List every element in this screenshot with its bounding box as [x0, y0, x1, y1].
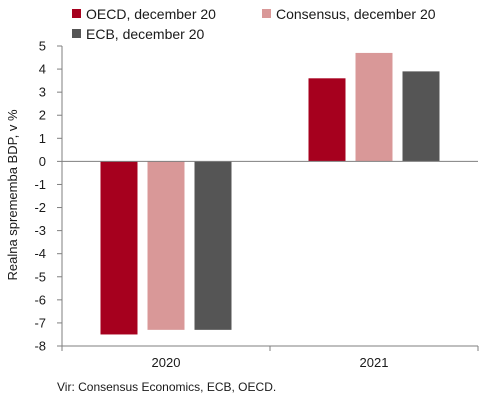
- x-tick-label: 2021: [360, 355, 389, 370]
- y-tick-label: -6: [34, 292, 46, 307]
- y-tick-label: -4: [34, 246, 46, 261]
- y-tick-label: -1: [34, 177, 46, 192]
- bar-2020-series-3: [194, 161, 232, 330]
- bar-2020-series-2: [147, 161, 185, 330]
- y-tick-label: 1: [39, 131, 46, 146]
- y-tick-label: -3: [34, 223, 46, 238]
- legend-swatch-1: [72, 9, 81, 18]
- legend: OECD, december 20 Consensus, december 20 E…: [72, 6, 436, 42]
- source-note: Vir: Consensus Economics, ECB, OECD.: [57, 380, 276, 394]
- bar-2021-series-2: [355, 52, 393, 162]
- y-tick-label: 4: [39, 62, 46, 77]
- y-tick-label: -8: [34, 339, 46, 354]
- legend-label-3: ECB, december 20: [86, 26, 204, 42]
- y-axis-title: Realna sprememba BDP, v %: [5, 109, 20, 280]
- y-tick-label: 3: [39, 85, 46, 100]
- y-tick-label: 2: [39, 108, 46, 123]
- legend-swatch-3: [72, 29, 81, 38]
- y-axis: 5 4 3 2 1 0 -1 -2 -3 -4 -5 -6 -7 -8: [34, 39, 63, 354]
- legend-label-2: Consensus, december 20: [276, 6, 436, 22]
- y-tick-label: 0: [39, 154, 46, 169]
- x-tick-label: 2020: [152, 355, 181, 370]
- y-tick-label: -2: [34, 200, 46, 215]
- y-tick-label: -5: [34, 269, 46, 284]
- y-tick-label: 5: [39, 39, 46, 54]
- y-tick-label: -7: [34, 315, 46, 330]
- bar-2020-series-1: [100, 161, 138, 335]
- bar-2021-series-3: [402, 71, 440, 162]
- legend-label-1: OECD, december 20: [86, 6, 216, 22]
- legend-swatch-2: [262, 9, 271, 18]
- bar-2021-series-1: [308, 78, 346, 162]
- x-axis: 2020 2021: [61, 345, 479, 370]
- bars: [100, 52, 440, 335]
